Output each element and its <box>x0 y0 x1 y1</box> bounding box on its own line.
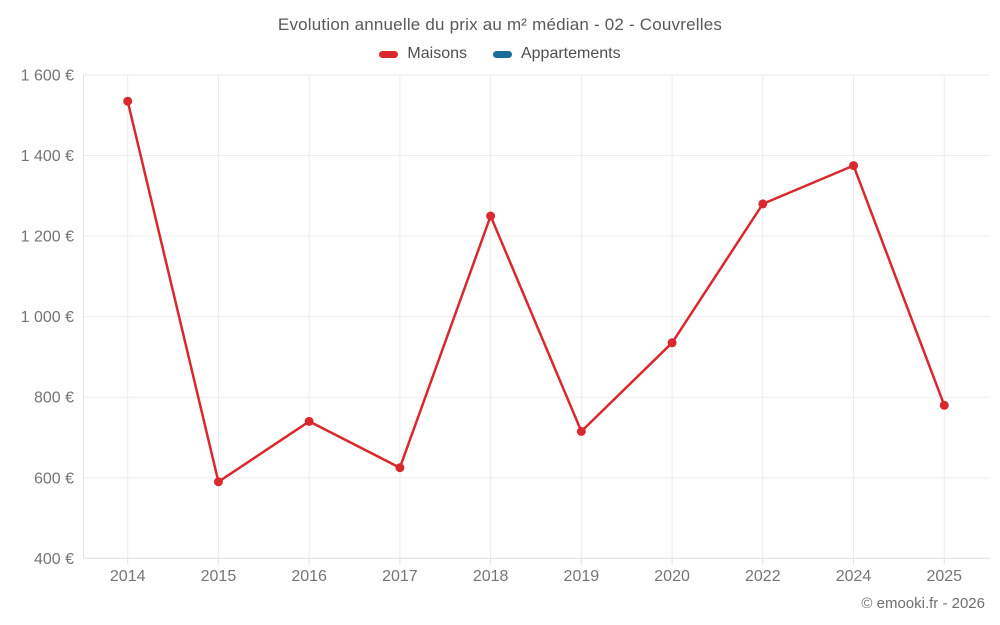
y-tick-label: 1 400 € <box>21 148 74 165</box>
legend-item-maisons[interactable]: Maisons <box>379 45 467 63</box>
appartements-swatch-icon <box>492 50 512 58</box>
data-point-2018[interactable] <box>486 211 496 221</box>
y-tick-label: 400 € <box>34 551 74 568</box>
series-line-maisons <box>126 99 946 484</box>
x-tick-label: 2020 <box>654 568 690 585</box>
y-tick-label: 1 000 € <box>21 309 74 326</box>
x-tick-label: 2024 <box>836 568 872 585</box>
x-tick-label: 2016 <box>291 568 327 585</box>
credit-text: © emooki.fr - 2026 <box>861 595 985 612</box>
legend: Maisons Appartements <box>0 45 1000 63</box>
data-point-2016[interactable] <box>304 416 314 426</box>
x-tick-label: 2019 <box>564 568 600 585</box>
data-point-2017[interactable] <box>395 463 405 473</box>
y-tick-label: 1 600 € <box>21 68 74 85</box>
data-point-2025[interactable] <box>939 400 949 410</box>
data-point-2019[interactable] <box>576 426 586 436</box>
x-tick-label: 2015 <box>201 568 237 585</box>
legend-label-appartements: Appartements <box>520 45 621 62</box>
x-tick-label: 2025 <box>926 568 962 585</box>
x-tick-label: 2018 <box>473 568 509 585</box>
maisons-swatch-icon <box>379 50 399 58</box>
legend-label-maisons: Maisons <box>407 45 467 62</box>
y-tick-label: 800 € <box>34 390 74 407</box>
data-point-2022[interactable] <box>758 199 768 209</box>
data-point-2015[interactable] <box>213 477 223 487</box>
data-point-2024[interactable] <box>849 161 859 171</box>
legend-item-appartements[interactable]: Appartements <box>492 45 621 63</box>
data-point-2020[interactable] <box>667 338 677 348</box>
x-tick-label: 2017 <box>382 568 418 585</box>
x-tick-label: 2014 <box>110 568 146 585</box>
y-tick-label: 1 200 € <box>21 229 74 246</box>
chart-title: Evolution annuelle du prix au m² médian … <box>277 15 723 34</box>
y-tick-label: 600 € <box>34 470 74 487</box>
x-tick-label: 2022 <box>745 568 781 585</box>
data-point-2014[interactable] <box>123 96 133 106</box>
